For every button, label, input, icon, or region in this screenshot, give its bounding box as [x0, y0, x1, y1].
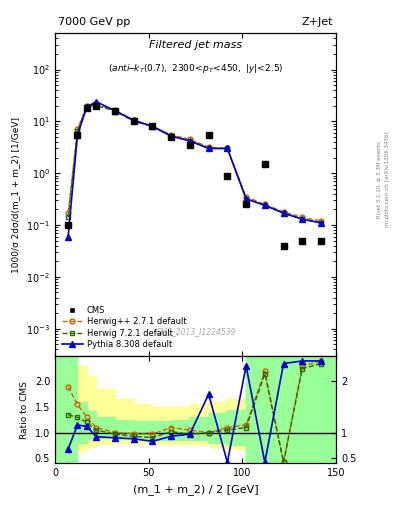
- Herwig++ 2.7.1 default: [206, 144, 211, 150]
- Herwig 7.2.1 default: [225, 145, 230, 152]
- Herwig++ 2.7.1 default: [150, 123, 155, 130]
- Herwig++ 2.7.1 default: [187, 136, 192, 142]
- Herwig++ 2.7.1 default: [84, 103, 89, 109]
- Pythia 8.308 default: [300, 216, 305, 222]
- CMS: [75, 132, 80, 138]
- Herwig++ 2.7.1 default: [281, 209, 286, 215]
- Herwig++ 2.7.1 default: [319, 218, 323, 224]
- CMS: [94, 103, 99, 109]
- Herwig++ 2.7.1 default: [169, 132, 174, 138]
- Text: Z+Jet: Z+Jet: [302, 17, 333, 27]
- Herwig++ 2.7.1 default: [300, 215, 305, 221]
- Herwig 7.2.1 default: [131, 118, 136, 124]
- Pythia 8.308 default: [206, 145, 211, 152]
- Text: 7000 GeV pp: 7000 GeV pp: [58, 17, 130, 27]
- Herwig 7.2.1 default: [206, 145, 211, 152]
- Pythia 8.308 default: [319, 220, 323, 226]
- CMS: [225, 173, 230, 179]
- Text: mcplots.cern.ch [arXiv:1306.3436]: mcplots.cern.ch [arXiv:1306.3436]: [385, 132, 389, 227]
- Herwig 7.2.1 default: [187, 138, 192, 144]
- CMS: [206, 132, 211, 138]
- CMS: [281, 243, 286, 249]
- Pythia 8.308 default: [84, 104, 89, 110]
- Y-axis label: Ratio to CMS: Ratio to CMS: [20, 380, 29, 439]
- CMS: [263, 161, 267, 167]
- Herwig 7.2.1 default: [84, 103, 89, 109]
- X-axis label: (m_1 + m_2) / 2 [GeV]: (m_1 + m_2) / 2 [GeV]: [133, 484, 258, 495]
- Pythia 8.308 default: [75, 132, 80, 138]
- Herwig 7.2.1 default: [263, 202, 267, 208]
- Pythia 8.308 default: [169, 133, 174, 139]
- Text: CMS_2013_I1224539: CMS_2013_I1224539: [155, 328, 236, 336]
- Text: Filtered jet mass: Filtered jet mass: [149, 40, 242, 50]
- CMS: [187, 142, 192, 148]
- Herwig++ 2.7.1 default: [131, 117, 136, 123]
- Line: CMS: CMS: [65, 102, 324, 249]
- Pythia 8.308 default: [281, 210, 286, 216]
- Herwig++ 2.7.1 default: [94, 101, 99, 108]
- Line: Pythia 8.308 default: Pythia 8.308 default: [65, 99, 324, 239]
- Pythia 8.308 default: [244, 196, 248, 202]
- Herwig++ 2.7.1 default: [263, 201, 267, 207]
- Herwig 7.2.1 default: [244, 196, 248, 202]
- CMS: [131, 118, 136, 124]
- CMS: [66, 222, 70, 228]
- Text: Rivet 3.1.10, ≥ 3.3M events: Rivet 3.1.10, ≥ 3.3M events: [377, 141, 382, 218]
- Pythia 8.308 default: [187, 138, 192, 144]
- Herwig 7.2.1 default: [113, 108, 118, 114]
- Text: $(anti\!\!-\!\!k_T(0.7),\ 2300\!<\!p_T\!<\!450,\ |y|\!<\!2.5)$: $(anti\!\!-\!\!k_T(0.7),\ 2300\!<\!p_T\!…: [108, 62, 283, 75]
- Herwig 7.2.1 default: [75, 128, 80, 134]
- CMS: [319, 238, 323, 244]
- CMS: [84, 105, 89, 111]
- Pythia 8.308 default: [66, 233, 70, 240]
- Herwig 7.2.1 default: [150, 123, 155, 130]
- Line: Herwig 7.2.1 default: Herwig 7.2.1 default: [66, 103, 323, 225]
- Herwig 7.2.1 default: [281, 210, 286, 216]
- CMS: [113, 108, 118, 114]
- Herwig++ 2.7.1 default: [225, 145, 230, 152]
- Herwig++ 2.7.1 default: [113, 107, 118, 113]
- Herwig 7.2.1 default: [169, 133, 174, 139]
- CMS: [169, 134, 174, 140]
- CMS: [244, 201, 248, 207]
- Herwig++ 2.7.1 default: [66, 210, 70, 216]
- Herwig++ 2.7.1 default: [75, 126, 80, 133]
- Pythia 8.308 default: [263, 202, 267, 208]
- Pythia 8.308 default: [131, 117, 136, 123]
- Herwig 7.2.1 default: [94, 103, 99, 109]
- Herwig++ 2.7.1 default: [244, 194, 248, 200]
- Pythia 8.308 default: [225, 145, 230, 152]
- Herwig 7.2.1 default: [300, 216, 305, 222]
- CMS: [150, 123, 155, 130]
- Herwig 7.2.1 default: [66, 215, 70, 221]
- CMS: [300, 238, 305, 244]
- Line: Herwig++ 2.7.1 default: Herwig++ 2.7.1 default: [66, 102, 323, 223]
- Y-axis label: 1000/σ 2dσ/d(m_1 + m_2) [1/GeV]: 1000/σ 2dσ/d(m_1 + m_2) [1/GeV]: [12, 117, 20, 272]
- Pythia 8.308 default: [113, 108, 118, 114]
- Herwig 7.2.1 default: [319, 220, 323, 226]
- Pythia 8.308 default: [150, 123, 155, 130]
- Legend: CMS, Herwig++ 2.7.1 default, Herwig 7.2.1 default, Pythia 8.308 default: CMS, Herwig++ 2.7.1 default, Herwig 7.2.…: [59, 303, 189, 352]
- Pythia 8.308 default: [94, 99, 99, 105]
